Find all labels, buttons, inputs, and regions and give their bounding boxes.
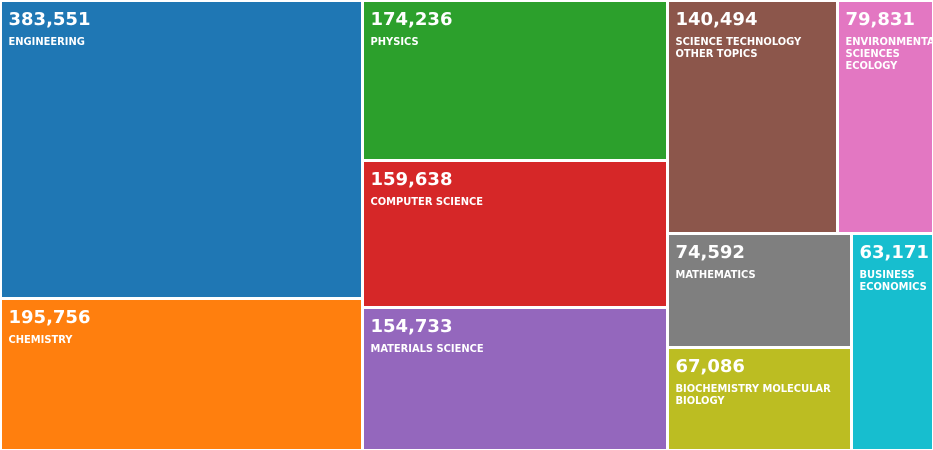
treemap-cell-materials-science[interactable]: 154,733 MATERIALS SCIENCE (363, 308, 666, 449)
treemap-cell-label: CHEMISTRY (8, 332, 73, 346)
treemap-cell-value: 383,551 (8, 8, 91, 30)
treemap-cell-value: 174,236 (370, 8, 453, 30)
treemap-cell-value: 140,494 (675, 8, 758, 30)
treemap-cell-label: BUSINESS ECONOMICS (859, 267, 927, 293)
treemap-cell-label: ENGINEERING (8, 34, 85, 48)
treemap-cell-label: COMPUTER SCIENCE (370, 194, 484, 208)
treemap-cell-value: 79,831 (845, 8, 915, 30)
treemap-cell-value: 67,086 (675, 355, 745, 377)
treemap-cell-label: ENVIRONMENTAL SCIENCES ECOLOGY (845, 34, 932, 72)
treemap-cell-label: SCIENCE TECHNOLOGY OTHER TOPICS (675, 34, 802, 60)
treemap-cell-label: BIOCHEMISTRY MOLECULAR BIOLOGY (675, 381, 831, 407)
treemap-cell-value: 74,592 (675, 241, 745, 263)
treemap-cell-label: MATHEMATICS (675, 267, 756, 281)
treemap-cell-label: PHYSICS (370, 34, 419, 48)
treemap-cell-value: 195,756 (8, 306, 91, 328)
treemap-cell-value: 154,733 (370, 315, 453, 337)
treemap-cell-science-technology-other-topics[interactable]: 140,494 SCIENCE TECHNOLOGY OTHER TOPICS (668, 1, 836, 232)
treemap-cell-environmental-sciences-ecology[interactable]: 79,831 ENVIRONMENTAL SCIENCES ECOLOGY (838, 1, 932, 232)
treemap-cell-computer-science[interactable]: 159,638 COMPUTER SCIENCE (363, 161, 666, 306)
treemap-cell-engineering[interactable]: 383,551 ENGINEERING (1, 1, 361, 297)
treemap-cell-biochemistry-molecular-biology[interactable]: 67,086 BIOCHEMISTRY MOLECULAR BIOLOGY (668, 348, 850, 449)
treemap-cell-label: MATERIALS SCIENCE (370, 341, 484, 355)
treemap-cell-mathematics[interactable]: 74,592 MATHEMATICS (668, 234, 850, 346)
treemap-cell-value: 63,171 (859, 241, 929, 263)
treemap-cell-value: 159,638 (370, 168, 453, 190)
treemap-cell-business-economics[interactable]: 63,171 BUSINESS ECONOMICS (852, 234, 932, 449)
treemap-cell-physics[interactable]: 174,236 PHYSICS (363, 1, 666, 159)
treemap-cell-chemistry[interactable]: 195,756 CHEMISTRY (1, 299, 361, 449)
